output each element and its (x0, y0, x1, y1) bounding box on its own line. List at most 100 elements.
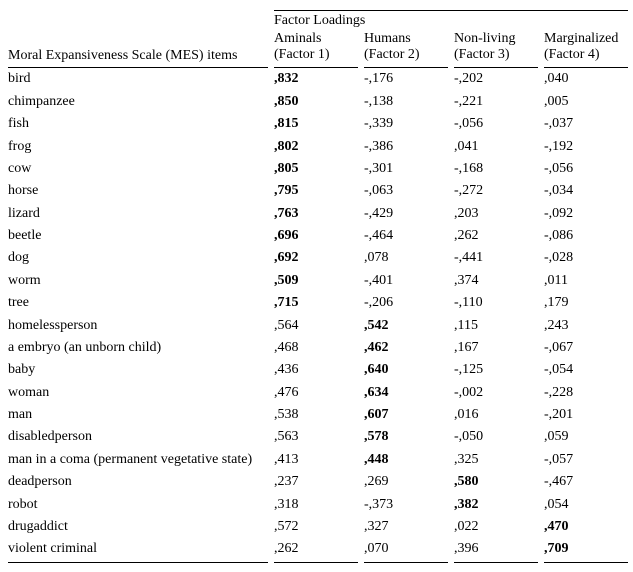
table-row-f1: ,763 (274, 202, 358, 224)
table-row-f4: ,011 (544, 270, 628, 292)
table-row-f1: ,538 (274, 404, 358, 426)
table-row-item: a embryo (an unborn child) (8, 337, 268, 359)
table-row-f2: -,138 (364, 91, 448, 113)
table-row-item: lizard (8, 202, 268, 224)
table-row-f1: ,805 (274, 158, 358, 180)
table-row-f4: -,086 (544, 225, 628, 247)
table-row-item: fish (8, 113, 268, 135)
table-row-f1: ,318 (274, 493, 358, 515)
col-header-f2-line2: (Factor 2) (364, 47, 420, 62)
factor-loadings-table: Factor Loadings Moral Expansiveness Scal… (8, 10, 625, 563)
col-header-f3-line2: (Factor 3) (454, 47, 510, 62)
table-row-item: worm (8, 270, 268, 292)
table-row-f1: ,262 (274, 538, 358, 563)
table-row-f3: -,168 (454, 158, 538, 180)
table-row-f2: -,339 (364, 113, 448, 135)
table-row-f4: -,192 (544, 135, 628, 157)
table-row-f2: -,464 (364, 225, 448, 247)
table-row-item: horse (8, 180, 268, 202)
table-row-f1: ,696 (274, 225, 358, 247)
table-row-f3: ,382 (454, 493, 538, 515)
table-row-f2: ,448 (364, 449, 448, 471)
table-row-f2: -,386 (364, 135, 448, 157)
table-row-f2: ,462 (364, 337, 448, 359)
table-row-f1: ,815 (274, 113, 358, 135)
table-row-f3: ,396 (454, 538, 538, 563)
table-row-f2: -,206 (364, 292, 448, 314)
table-row-f4: -,067 (544, 337, 628, 359)
col-header-f3-line1: Non-living (454, 31, 515, 46)
table-row-f2: -,373 (364, 493, 448, 515)
table-row-f2: -,301 (364, 158, 448, 180)
table-row-f3: -,272 (454, 180, 538, 202)
row-header: Moral Expansiveness Scale (MES) items (8, 45, 268, 68)
table-row-f3: -,050 (454, 426, 538, 448)
table-row-f4: -,057 (544, 449, 628, 471)
table-row-f2: -,401 (364, 270, 448, 292)
table-row-f4: -,054 (544, 359, 628, 381)
table-row-item: frog (8, 135, 268, 157)
table-row-f3: -,056 (454, 113, 538, 135)
table-row-f2: ,578 (364, 426, 448, 448)
table-row-f4: -,467 (544, 471, 628, 493)
table-row-f3: -,002 (454, 381, 538, 403)
table-row-f4: ,243 (544, 314, 628, 336)
table-row-f3: -,441 (454, 247, 538, 269)
table-row-f1: ,564 (274, 314, 358, 336)
table-row-f2: ,640 (364, 359, 448, 381)
col-header-f2-line1: Humans (364, 31, 411, 46)
table-row-f3: ,580 (454, 471, 538, 493)
table-row-f3: -,110 (454, 292, 538, 314)
table-row-f4: ,179 (544, 292, 628, 314)
table-row-f3: ,203 (454, 202, 538, 224)
table-row-f1: ,715 (274, 292, 358, 314)
table-row-f2: ,607 (364, 404, 448, 426)
table-row-f4: ,054 (544, 493, 628, 515)
table-row-f1: ,795 (274, 180, 358, 202)
table-row-f3: ,022 (454, 516, 538, 538)
super-header: Factor Loadings (274, 10, 628, 29)
table-row-f4: ,709 (544, 538, 628, 563)
table-row-f1: ,476 (274, 381, 358, 403)
table-row-f2: ,070 (364, 538, 448, 563)
table-row-f2: ,542 (364, 314, 448, 336)
table-row-f1: ,802 (274, 135, 358, 157)
table-row-f1: ,692 (274, 247, 358, 269)
table-row-item: tree (8, 292, 268, 314)
table-row-item: disabledperson (8, 426, 268, 448)
table-row-f4: ,470 (544, 516, 628, 538)
table-row-f1: ,563 (274, 426, 358, 448)
table-row-f3: -,202 (454, 68, 538, 90)
table-row-f1: ,436 (274, 359, 358, 381)
table-row-f3: ,374 (454, 270, 538, 292)
table-row-f3: ,016 (454, 404, 538, 426)
table-row-f1: ,572 (274, 516, 358, 538)
table-row-f4: ,005 (544, 91, 628, 113)
col-header-f2: Humans (Factor 2) (364, 29, 448, 68)
table-row-f1: ,850 (274, 91, 358, 113)
table-row-f3: -,221 (454, 91, 538, 113)
table-row-item: woman (8, 381, 268, 403)
table-row-f2: ,327 (364, 516, 448, 538)
table-row-f2: ,634 (364, 381, 448, 403)
table-row-f1: ,237 (274, 471, 358, 493)
table-row-item: robot (8, 493, 268, 515)
table-row-f2: ,078 (364, 247, 448, 269)
table-row-f4: -,028 (544, 247, 628, 269)
table-row-f2: ,269 (364, 471, 448, 493)
table-row-item: chimpanzee (8, 91, 268, 113)
col-header-f1-line2: (Factor 1) (274, 47, 330, 62)
table-row-f2: -,429 (364, 202, 448, 224)
table-row-f3: ,041 (454, 135, 538, 157)
col-header-f1: Aminals (Factor 1) (274, 29, 358, 68)
table-row-f1: ,832 (274, 68, 358, 90)
table-row-item: man (8, 404, 268, 426)
table-row-f3: -,125 (454, 359, 538, 381)
table-row-f4: ,040 (544, 68, 628, 90)
table-row-f1: ,468 (274, 337, 358, 359)
table-row-f4: -,037 (544, 113, 628, 135)
table-row-f4: -,034 (544, 180, 628, 202)
table-row-f4: -,056 (544, 158, 628, 180)
table-row-f4: -,201 (544, 404, 628, 426)
col-header-f4-line2: (Factor 4) (544, 47, 600, 62)
